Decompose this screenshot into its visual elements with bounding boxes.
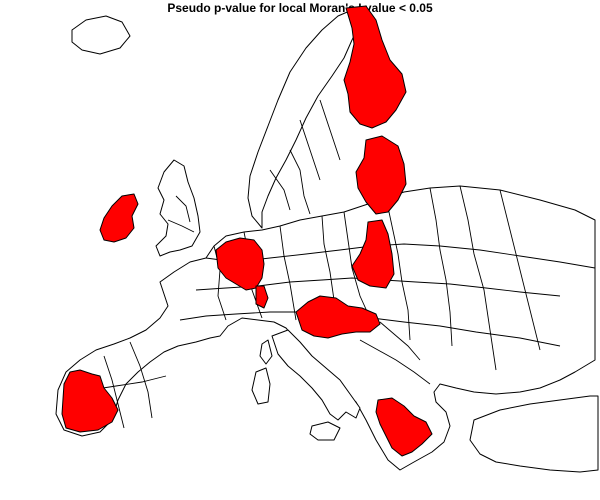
significant-region-finland[interactable] (343, 5, 407, 129)
region-sicily[interactable] (309, 421, 341, 441)
region-scandinavia[interactable] (247, 9, 367, 229)
significant-layer (61, 5, 433, 457)
region-borders (63, 99, 596, 429)
significant-region-west-germany-south[interactable] (255, 285, 269, 309)
significant-region-eastern-poland[interactable] (351, 219, 395, 289)
significant-region-austria-hungary[interactable] (295, 295, 381, 339)
region-great-britain[interactable] (155, 159, 201, 257)
significant-region-benelux[interactable] (215, 237, 265, 291)
land-layer (55, 9, 599, 473)
significant-region-portugal-spain[interactable] (61, 369, 119, 433)
region-iceland[interactable] (71, 15, 131, 55)
region-sardinia[interactable] (251, 367, 271, 405)
significant-region-ireland[interactable] (99, 193, 139, 243)
region-turkey[interactable] (469, 395, 599, 473)
region-corsica[interactable] (259, 339, 273, 365)
significant-region-greece[interactable] (375, 397, 433, 457)
significant-region-baltics[interactable] (355, 135, 407, 215)
region-italy[interactable] (271, 329, 361, 421)
